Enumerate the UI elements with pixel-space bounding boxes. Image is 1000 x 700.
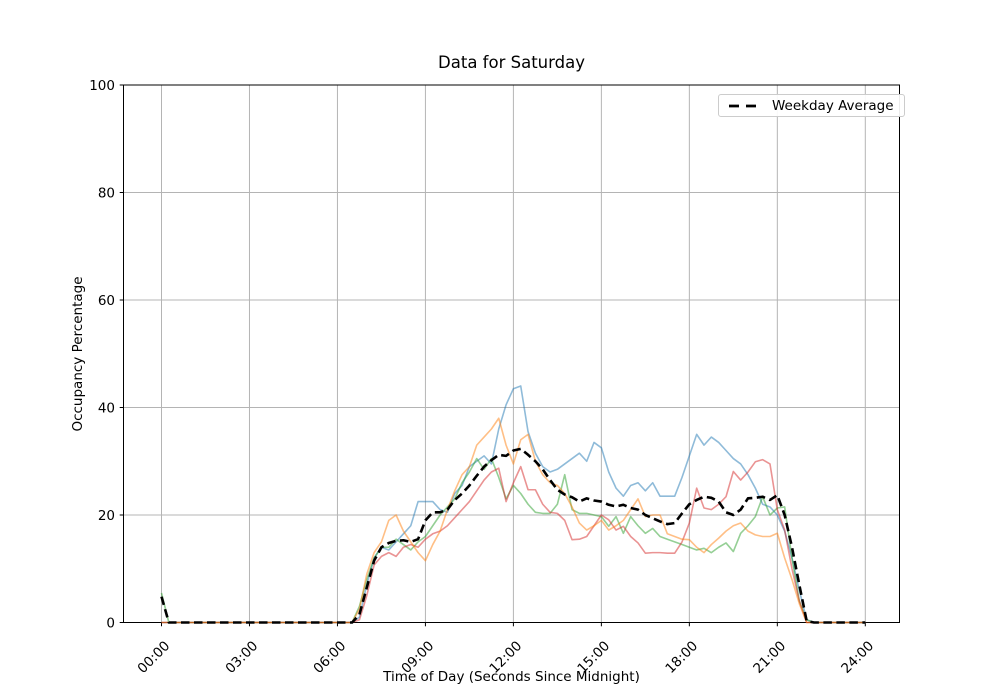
chart-title: Data for Saturday: [438, 53, 585, 72]
dashed-line-sample: [729, 104, 761, 107]
y-tick-label: 60: [98, 293, 115, 309]
legend: Weekday Average: [718, 94, 905, 117]
y-tick-label: 40: [98, 400, 115, 416]
y-tick-label: 80: [98, 185, 115, 201]
y-tick-label: 100: [89, 78, 115, 94]
y-axis-label: Occupancy Percentage: [70, 276, 86, 432]
y-tick-label: 0: [106, 615, 115, 631]
axes-spines: [123, 84, 900, 623]
y-tick-label: 20: [98, 508, 115, 524]
series-line-weekday-average: [160, 447, 866, 624]
x-axis-label: Time of Day (Seconds Since Midnight): [383, 669, 640, 685]
legend-label: Weekday Average: [772, 97, 894, 114]
